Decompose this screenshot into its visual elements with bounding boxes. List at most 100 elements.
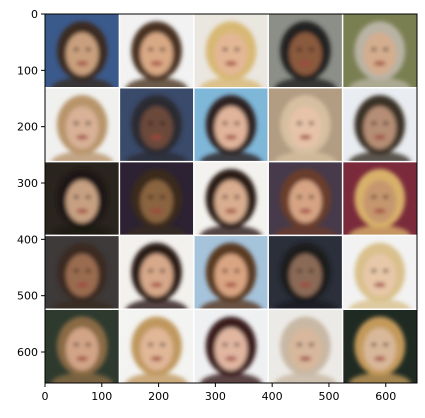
eye-left: [296, 195, 303, 199]
eye-right: [234, 121, 240, 125]
mouth: [76, 356, 89, 361]
face-tile: [45, 161, 120, 249]
eye-left: [222, 195, 228, 199]
eye-right: [308, 343, 314, 347]
face-shape: [289, 327, 322, 371]
face-shape: [214, 180, 248, 223]
face-tile: [45, 309, 120, 383]
face-shape: [363, 32, 397, 76]
mouth: [299, 135, 312, 140]
face-tile: [268, 309, 343, 383]
mouth: [299, 61, 312, 66]
eye-left: [296, 343, 303, 347]
eye-left: [222, 121, 228, 125]
mouth: [225, 282, 237, 288]
face-tile: [342, 309, 417, 383]
face-shape: [65, 106, 99, 150]
eye-left: [148, 195, 154, 199]
face-shape: [289, 180, 322, 223]
eye-left: [371, 269, 377, 273]
x-tick-label: 300: [205, 390, 226, 403]
eye-right: [85, 343, 91, 347]
face-shape: [140, 180, 173, 223]
eye-right: [383, 343, 389, 347]
eye-right: [159, 121, 166, 125]
eye-left: [73, 47, 79, 52]
y-tick-label: 500: [17, 290, 38, 303]
mouth: [225, 208, 237, 214]
eye-left: [148, 121, 154, 125]
eye-left: [222, 269, 228, 273]
eye-right: [234, 343, 240, 347]
eye-left: [296, 269, 303, 273]
eye-right: [234, 269, 240, 273]
y-tick-label: 100: [17, 64, 38, 77]
eye-right: [308, 47, 314, 52]
mouth: [225, 356, 237, 361]
x-tick-label: 0: [42, 390, 49, 403]
eye-right: [234, 47, 240, 52]
face-shape: [363, 253, 397, 297]
mouth: [299, 208, 312, 214]
mouth: [76, 208, 89, 214]
face-shape: [140, 32, 173, 76]
face-tile: [45, 14, 120, 102]
y-tick-label: 600: [17, 346, 38, 359]
mouth: [76, 61, 89, 66]
eye-left: [73, 195, 79, 199]
eye-right: [85, 47, 91, 52]
eye-left: [222, 47, 228, 52]
y-axis: 0 100 200 300 400 500 600: [17, 8, 45, 359]
face-tile: [342, 161, 417, 249]
mouth: [150, 356, 163, 361]
face-tile: [342, 14, 417, 102]
eye-left: [148, 343, 154, 347]
eye-left: [296, 121, 303, 125]
eye-right: [308, 195, 314, 199]
shoulders-shape: [125, 372, 188, 383]
eye-right: [159, 343, 166, 347]
mouth: [373, 61, 386, 66]
face-tile: [45, 235, 120, 323]
eye-right: [85, 195, 91, 199]
shoulders-shape: [274, 372, 337, 383]
face-tile: [119, 14, 194, 102]
eye-right: [383, 269, 389, 273]
face-shape: [289, 32, 322, 76]
x-tick-label: 600: [375, 390, 396, 403]
mouth: [150, 208, 163, 214]
mouth: [373, 135, 386, 140]
eye-right: [85, 269, 91, 273]
eye-left: [73, 343, 79, 347]
eye-right: [159, 47, 166, 52]
eye-left: [371, 343, 377, 347]
eye-left: [73, 269, 79, 273]
x-tick-label: 200: [148, 390, 169, 403]
x-axis: 0 100 200 300 400 500 600: [42, 383, 396, 403]
x-tick-label: 400: [262, 390, 283, 403]
eye-left: [148, 47, 154, 52]
sample-image-grid: [45, 14, 417, 383]
mouth: [225, 61, 237, 66]
face-shape: [289, 106, 322, 150]
face-shape: [289, 253, 322, 297]
eye-right: [159, 269, 166, 273]
tile-separators: [45, 14, 417, 383]
face-shape: [214, 253, 248, 297]
mouth: [150, 135, 163, 140]
eye-right: [308, 269, 314, 273]
face-shape: [363, 327, 397, 371]
face-tile: [268, 235, 343, 323]
face-shape: [363, 180, 397, 223]
eye-right: [85, 121, 91, 125]
eye-left: [371, 121, 377, 125]
mouth: [373, 282, 386, 288]
x-tick-label: 500: [318, 390, 339, 403]
face-tile: [268, 161, 343, 249]
face-shape: [214, 32, 248, 76]
eye-left: [73, 121, 79, 125]
mouth: [299, 282, 312, 288]
shoulders-shape: [51, 372, 114, 383]
mouth: [225, 135, 237, 140]
